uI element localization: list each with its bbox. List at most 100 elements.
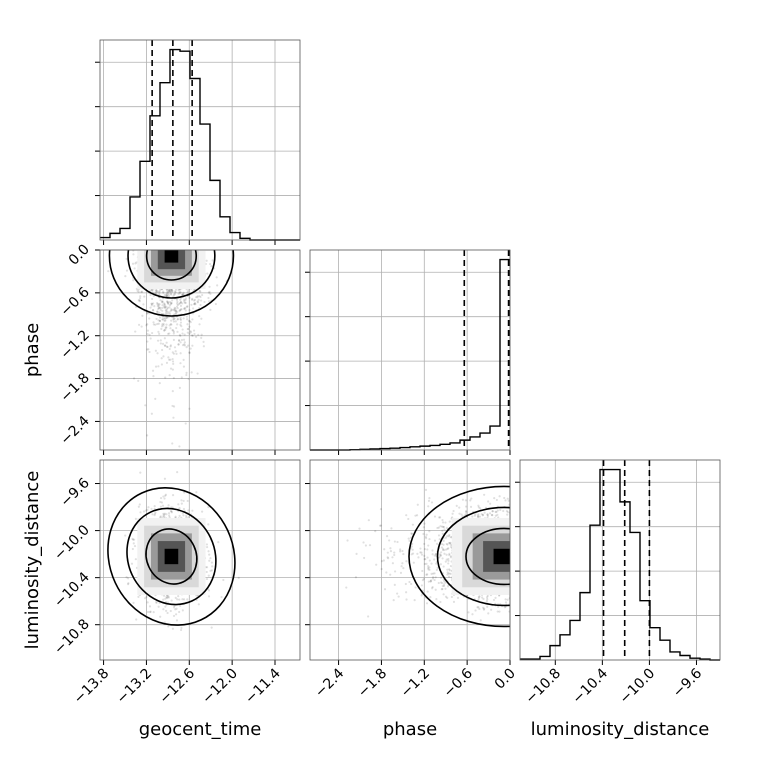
sample-point: [425, 602, 429, 605]
sample-point: [157, 605, 160, 608]
sample-point: [162, 512, 165, 516]
sample-point: [132, 538, 135, 541]
sample-point: [175, 613, 178, 616]
sample-point: [159, 516, 162, 519]
sample-point: [428, 537, 431, 541]
sample-point: [506, 513, 509, 516]
histogram-geocent_time: [100, 48, 300, 241]
sample-point: [185, 371, 188, 374]
sample-point: [447, 559, 450, 562]
sample-point: [430, 562, 433, 565]
x-tick-label: −13.8: [71, 666, 113, 708]
sample-point: [167, 288, 171, 291]
sample-point: [355, 552, 358, 556]
density-layer: [107, 471, 240, 632]
sample-point: [150, 412, 153, 415]
sample-point: [171, 357, 174, 361]
sample-point: [432, 576, 435, 579]
sample-point: [165, 323, 168, 326]
sample-point: [166, 312, 170, 315]
y-tick-label: −10.8: [51, 616, 93, 658]
sample-point: [172, 330, 176, 333]
sample-point: [188, 309, 191, 312]
sample-point: [165, 294, 168, 297]
sample-point: [171, 442, 174, 445]
x-tick-label: −10.4: [570, 665, 612, 707]
sample-point: [181, 344, 185, 347]
sample-point: [149, 610, 152, 613]
sample-point: [447, 535, 451, 538]
sample-point: [438, 516, 442, 519]
sample-point: [168, 514, 171, 517]
sample-point: [174, 596, 177, 599]
sample-point: [160, 363, 164, 366]
sample-point: [152, 302, 155, 305]
sample-point: [148, 317, 151, 320]
sample-point: [486, 605, 489, 608]
sample-point: [146, 312, 149, 315]
sample-point: [184, 306, 187, 309]
sample-point: [446, 535, 449, 538]
y-tick-label: −0.6: [57, 284, 92, 319]
sample-point: [183, 307, 186, 310]
y-axis-label-phase: phase: [22, 323, 43, 377]
sample-point: [165, 595, 168, 598]
sample-point: [197, 333, 200, 336]
sample-point: [497, 605, 500, 608]
sample-point: [161, 304, 164, 307]
sample-point: [446, 571, 449, 574]
sample-point: [396, 592, 399, 595]
sample-point: [407, 537, 410, 540]
sample-point: [423, 542, 426, 546]
sample-point: [180, 499, 183, 502]
sample-point: [175, 326, 178, 330]
density-block: [493, 548, 510, 565]
sample-point: [152, 611, 155, 614]
sample-point: [192, 289, 195, 292]
sample-point: [379, 524, 383, 527]
sample-point: [174, 320, 177, 323]
sample-point: [196, 300, 199, 303]
sample-point: [165, 341, 168, 344]
sample-point: [447, 557, 450, 561]
sample-point: [444, 587, 447, 590]
sample-point: [174, 291, 177, 294]
sample-point: [188, 351, 191, 354]
sample-point: [171, 299, 174, 302]
sample-point: [196, 372, 199, 375]
sample-point: [134, 330, 137, 333]
sample-point: [380, 567, 383, 571]
sample-point: [167, 504, 170, 507]
sample-point: [498, 495, 501, 498]
sample-point: [191, 334, 194, 337]
sample-point: [179, 341, 182, 344]
sample-point: [169, 327, 172, 330]
sample-point: [167, 332, 170, 335]
sample-point: [166, 596, 169, 599]
sample-point: [165, 305, 168, 308]
sample-point: [176, 318, 179, 321]
sample-point: [161, 306, 164, 310]
sample-point: [455, 504, 458, 507]
sample-point: [155, 289, 158, 293]
sample-point: [145, 595, 148, 599]
sample-point: [146, 434, 149, 437]
sample-point: [132, 601, 135, 604]
sample-point: [411, 552, 415, 555]
sample-point: [220, 595, 223, 599]
sample-point: [173, 292, 177, 295]
sample-point: [174, 309, 178, 312]
sample-point: [168, 332, 171, 335]
sample-point: [158, 303, 161, 306]
sample-point: [222, 578, 225, 582]
sample-point: [494, 514, 497, 517]
sample-point: [465, 511, 468, 514]
sample-point: [177, 343, 180, 346]
sample-point: [193, 332, 196, 336]
sample-point: [434, 552, 437, 556]
sample-point: [427, 505, 430, 508]
sample-point: [166, 295, 169, 298]
sample-point: [132, 279, 135, 282]
sample-point: [474, 609, 477, 612]
sample-point: [187, 289, 190, 293]
